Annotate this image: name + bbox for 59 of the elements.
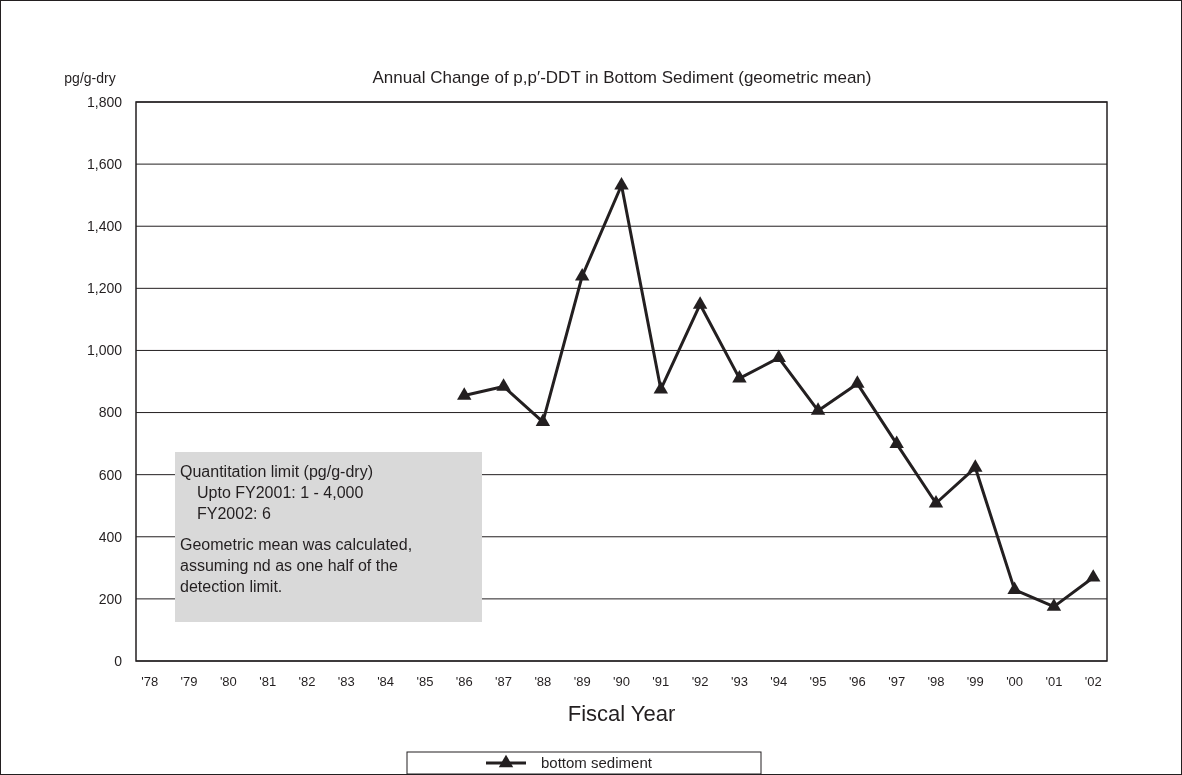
y-tick-label: 200 [98, 590, 123, 607]
point [692, 296, 708, 309]
x-tick-label: '00 [1006, 673, 1024, 689]
y-axis-title: pg/g-dry [64, 70, 116, 86]
point [850, 375, 865, 388]
point [928, 494, 944, 508]
x-tick-label: '96 [848, 673, 866, 689]
x-tick-label: '85 [416, 673, 434, 689]
legend-label: bottom sediment [541, 754, 653, 772]
point [535, 413, 551, 427]
x-tick-label: '89 [573, 673, 591, 689]
x-tick-label: '91 [652, 673, 670, 689]
x-tick-label: '84 [377, 673, 395, 689]
point [574, 267, 590, 281]
x-tick-label: '95 [809, 673, 827, 689]
point [968, 459, 983, 472]
y-tick-label: 1,800 [86, 93, 123, 110]
y-tick-label: 800 [98, 404, 123, 421]
point [771, 349, 786, 363]
y-tick-label: 0 [114, 652, 123, 669]
point [1007, 581, 1022, 595]
y-tick-label: 1,600 [86, 156, 123, 173]
y-tick-label: 400 [98, 528, 123, 545]
note-box: Quantitation limit (pg/g-dry) Upto FY2001: 1 - 4,000 FY2002: 6 Geometric mean was calculated, assuming nd as one half of the detection limit. [175, 452, 482, 622]
point [1046, 598, 1062, 611]
y-tick-label: 1,400 [86, 218, 123, 235]
x-tick-label: '02 [1084, 673, 1102, 689]
x-tick-label: '90 [613, 673, 630, 689]
x-tick-label: '88 [534, 673, 552, 689]
point [732, 370, 747, 383]
x-tick-label: '80 [219, 673, 237, 689]
point [496, 378, 511, 391]
x-tick-label: '81 [259, 673, 277, 689]
point [810, 402, 826, 415]
y-tick-label: 1,000 [86, 342, 123, 359]
point [653, 380, 669, 394]
annotation: Geometric mean was calculated, assuming nd as one half of the detection limit. [180, 536, 413, 595]
x-tick-label: '79 [180, 673, 198, 689]
annotation: Quantitation limit (pg/g-dry) Upto FY2001: 1 - 4,000 FY2002: 6 [180, 463, 373, 522]
point [1086, 569, 1101, 582]
x-axis-title: Fiscal Year [567, 701, 676, 726]
x-tick-label: '01 [1045, 673, 1063, 689]
x-tick-label: '93 [730, 673, 748, 689]
x-tick-label: '82 [298, 673, 316, 689]
y-tick-label: 600 [98, 466, 123, 483]
point [889, 435, 904, 449]
x-tick-label: '98 [927, 673, 945, 689]
x-tick-label: '92 [691, 673, 709, 689]
x-tick-label: '99 [966, 673, 984, 689]
x-tick-label: '87 [495, 673, 513, 689]
y-tick-label: 1,200 [86, 280, 123, 297]
x-tick-label: '83 [337, 673, 355, 689]
chart-title: Annual Change of p,p′-DDT in Bottom Sediment (geometric mean) [372, 68, 872, 87]
point [614, 176, 629, 190]
x-tick-label: '78 [141, 673, 159, 689]
point [457, 387, 472, 400]
x-tick-label: '97 [888, 673, 906, 689]
x-tick-label: '94 [770, 673, 788, 689]
x-tick-label: '86 [455, 673, 473, 689]
